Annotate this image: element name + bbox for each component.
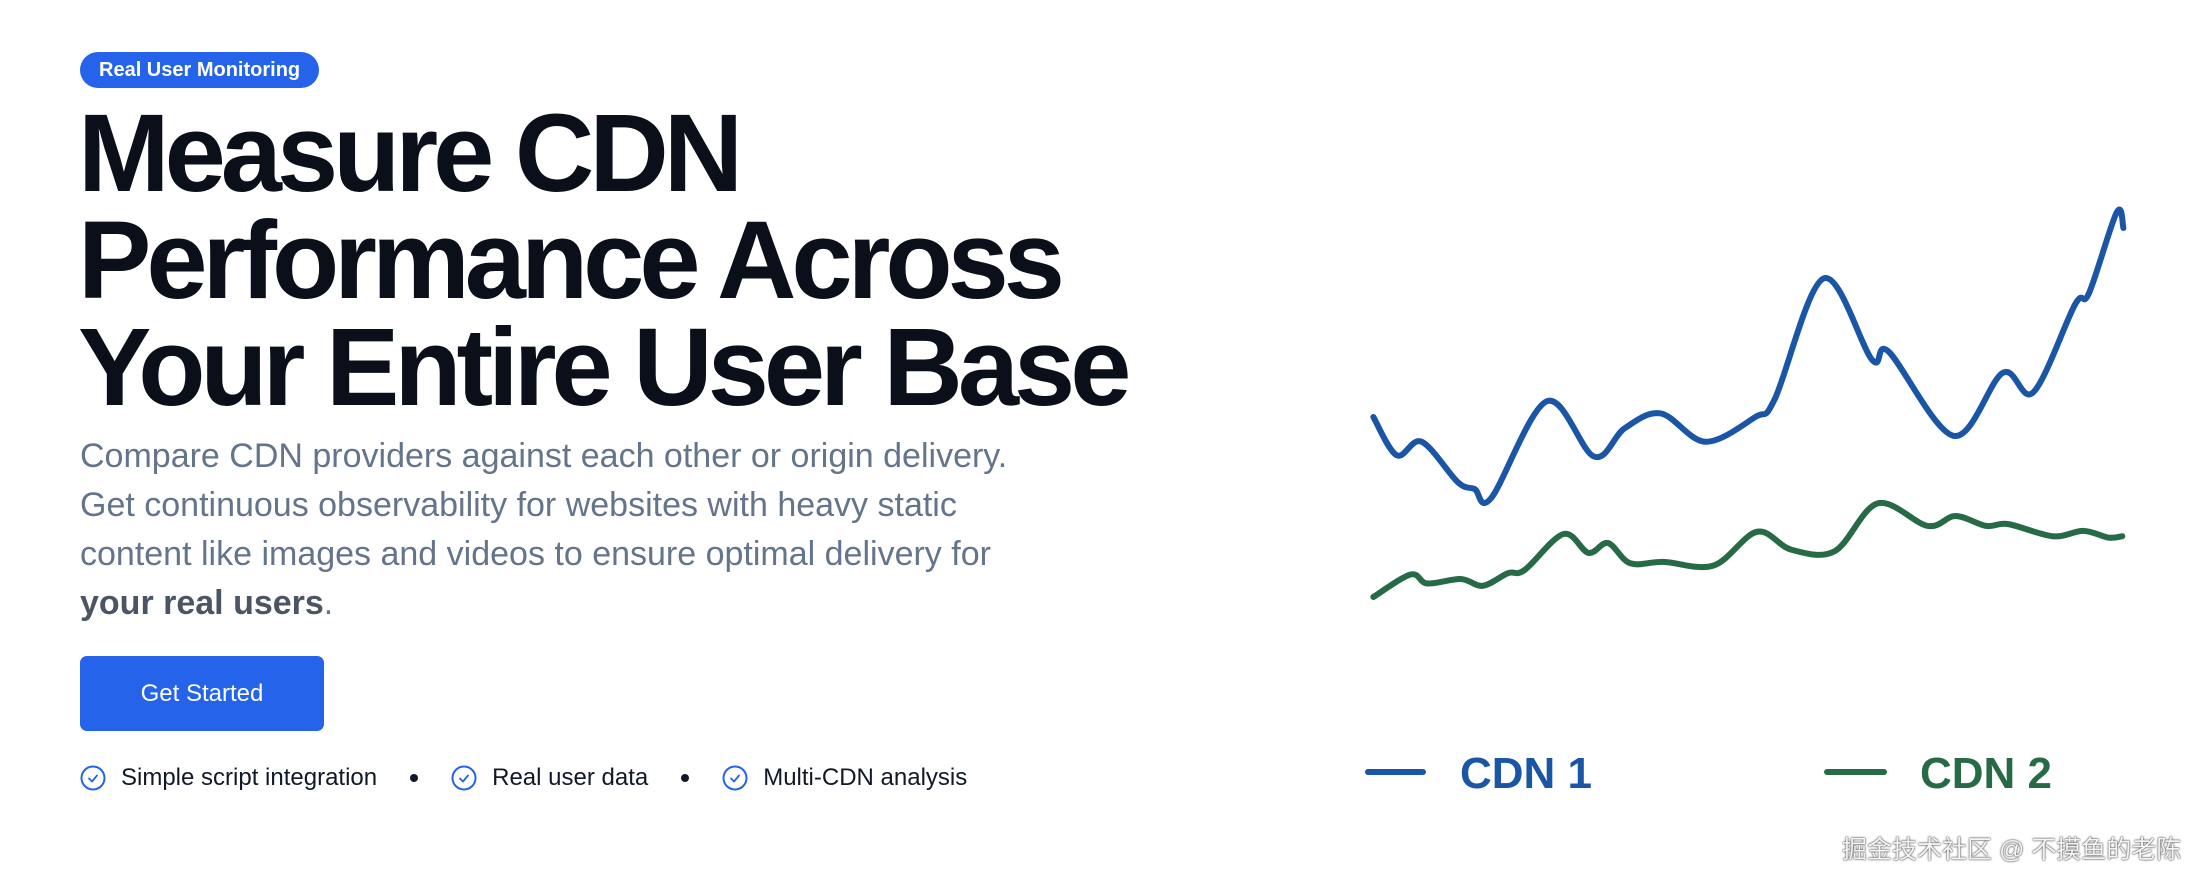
feature-item: Real user data [451, 764, 648, 792]
series-line-cdn1 [1370, 206, 2127, 507]
feature-item: Simple script integration [80, 764, 377, 792]
description-line: Compare CDN providers against each other… [80, 437, 1008, 475]
check-circle-icon [80, 765, 106, 791]
page-title: Measure CDN Performance Across Your Enti… [78, 92, 1131, 429]
description-emphasis: your real users [80, 584, 324, 622]
series-line-cdn2 [1370, 500, 2126, 600]
check-circle-icon [451, 765, 477, 791]
watermark: 掘金技术社区 @ 不摸鱼的老陈 [1842, 836, 2182, 864]
description-end: . [323, 584, 334, 622]
description-line: Get continuous observability for website… [80, 486, 957, 524]
legend-label-cdn2: CDN 2 [1920, 749, 2052, 798]
category-badge: Real User Monitoring [80, 52, 320, 88]
title-line: Performance Across [78, 199, 1065, 322]
get-started-button[interactable]: Get Started [80, 656, 324, 731]
feature-list: Simple script integration Real user data… [80, 760, 967, 796]
description-line: your real users. [80, 579, 1007, 628]
legend-label-cdn1: CDN 1 [1460, 749, 1592, 798]
description-line: content like images and videos to ensure… [80, 535, 991, 573]
separator-dot [410, 774, 419, 782]
description: Compare CDN providers against each other… [80, 432, 1007, 628]
separator-dot [681, 774, 690, 782]
feature-label: Real user data [492, 764, 649, 791]
title-line: Your Entire User Base [78, 306, 1131, 429]
title-line: Measure CDN [78, 92, 743, 215]
feature-label: Multi-CDN analysis [763, 764, 968, 791]
feature-label: Simple script integration [121, 764, 378, 791]
feature-item: Multi-CDN analysis [722, 764, 967, 792]
check-circle-icon [722, 765, 748, 791]
